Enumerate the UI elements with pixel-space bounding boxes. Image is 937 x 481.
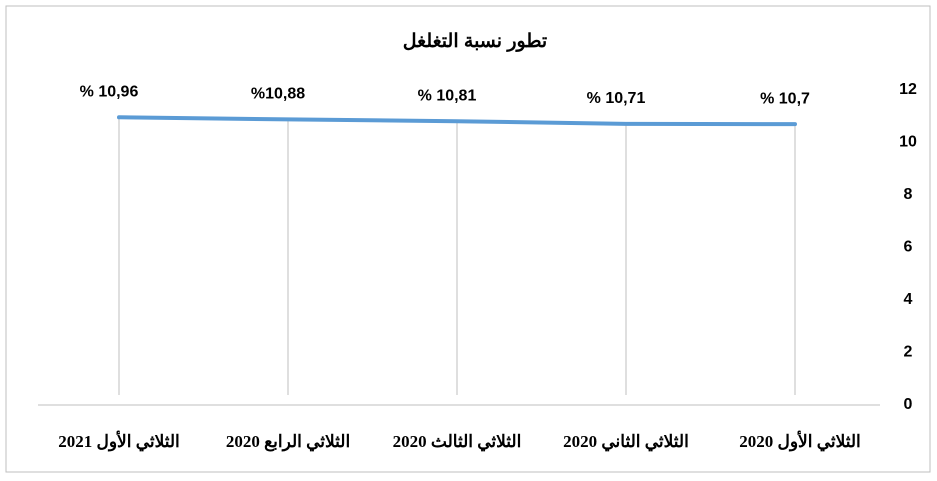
data-line (117, 115, 797, 127)
x-tick-label: الثلاثي الأول 2020 (739, 430, 861, 452)
data-label: % 10,7 (760, 90, 810, 107)
data-label: % 10,71 (587, 90, 646, 107)
y-tick-label: 8 (904, 186, 913, 203)
data-label: % 10,96 (80, 84, 139, 101)
data-label: %10,88 (251, 86, 305, 103)
x-tick-label: الثلاثي الأول 2021 (58, 430, 180, 452)
x-tick-label: الثلاثي الثالث 2020 (393, 432, 522, 452)
y-tick-label: 6 (904, 239, 913, 256)
chart-title: تطور نسبة التغلغل (403, 31, 547, 52)
y-tick-label: 10 (899, 134, 917, 151)
y-tick-label: 12 (899, 81, 917, 98)
y-tick-label: 0 (904, 396, 913, 413)
x-tick-label: الثلاثي الثاني 2020 (563, 432, 689, 452)
chart-frame (5, 5, 931, 473)
x-tick-label: الثلاثي الرابع 2020 (226, 432, 350, 452)
y-tick-label: 4 (904, 291, 913, 308)
y-tick-label: 2 (904, 344, 913, 361)
data-label: % 10,81 (418, 87, 477, 104)
